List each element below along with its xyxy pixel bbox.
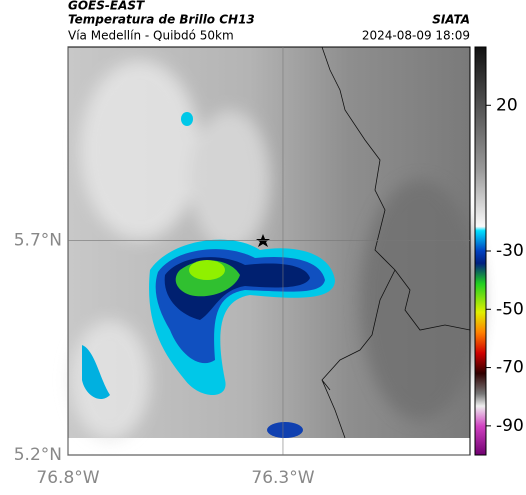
colorbar-tick-label: -90: [496, 416, 524, 436]
colorbar: [474, 46, 487, 456]
satellite-image: [68, 46, 480, 440]
satellite: GOES-EAST: [68, 0, 145, 13]
colorbar-tick-label: -30: [496, 241, 524, 261]
product: Temperatura de Brillo CH13: [68, 13, 255, 27]
datetime: 2024-08-09 18:09: [362, 29, 470, 43]
lat-tick-label: 5.2°N: [14, 445, 62, 465]
region: Vía Medellín - Quibdó 50km: [68, 29, 234, 43]
colorbar-tick-label: -70: [496, 358, 524, 378]
lat-tick-label: 5.7°N: [14, 230, 62, 250]
source: SIATA: [432, 13, 470, 27]
colorbar-tick-label: 20: [496, 95, 518, 115]
lon-tick-label: 76.3°W: [251, 468, 314, 488]
colorbar-tick-label: -50: [496, 299, 524, 319]
lon-tick-label: 76.8°W: [36, 468, 99, 488]
